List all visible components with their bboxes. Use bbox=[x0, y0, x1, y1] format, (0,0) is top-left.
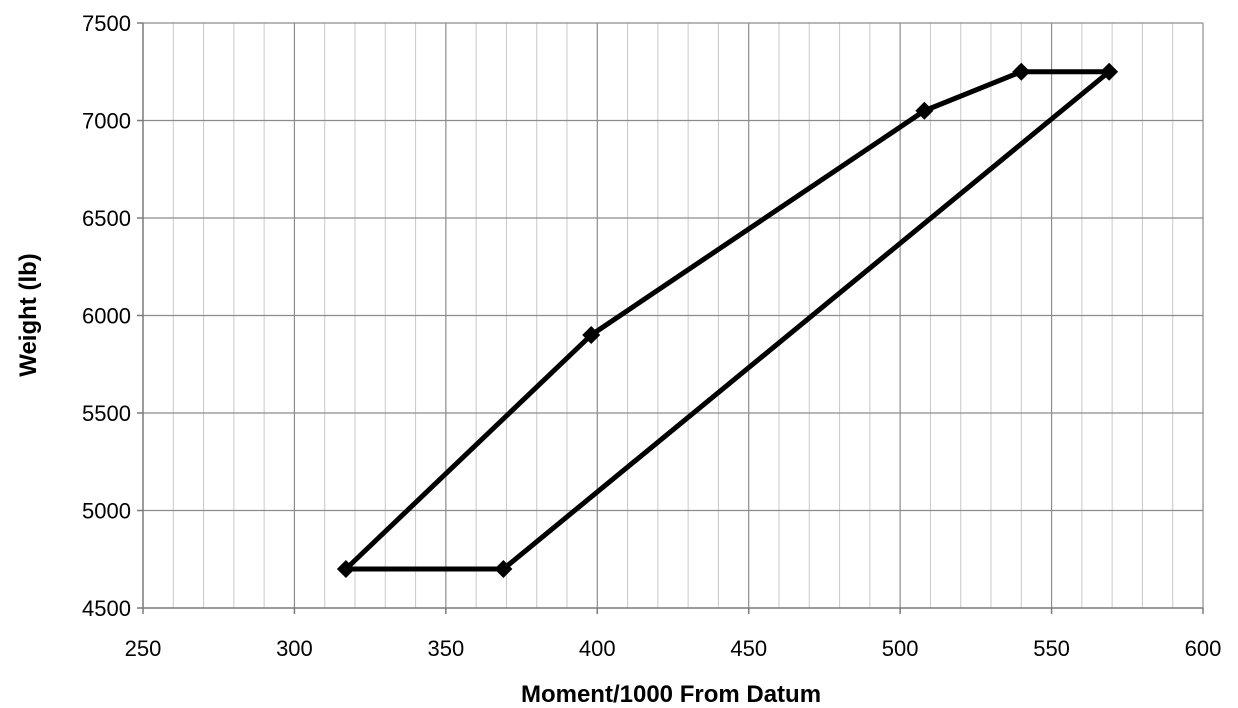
x-tick-labels: 250 300 350 400 450 500 550 600 bbox=[125, 636, 1222, 661]
x-tick-label: 400 bbox=[579, 636, 616, 661]
series-envelope bbox=[336, 62, 1119, 578]
x-tick-label: 250 bbox=[125, 636, 162, 661]
x-tick-label: 600 bbox=[1185, 636, 1222, 661]
x-tick-label: 350 bbox=[427, 636, 464, 661]
major-gridlines bbox=[143, 22, 1204, 608]
data-point-marker bbox=[336, 560, 355, 578]
x-tick-label: 300 bbox=[276, 636, 313, 661]
x-tick-label: 450 bbox=[730, 636, 767, 661]
y-tick-label: 5000 bbox=[82, 499, 131, 524]
y-axis-title: Weight (lb) bbox=[15, 253, 42, 377]
data-point-marker bbox=[915, 101, 934, 120]
y-tick-label: 6500 bbox=[82, 206, 131, 231]
y-tick-labels: 4500 5000 5500 6000 6500 7000 7500 bbox=[82, 11, 131, 621]
data-point-marker bbox=[1012, 62, 1031, 81]
x-tick-label: 500 bbox=[882, 636, 919, 661]
series-line bbox=[343, 69, 1112, 572]
data-point-marker bbox=[582, 326, 601, 344]
axes bbox=[137, 22, 1204, 614]
x-axis-title: Moment/1000 From Datum bbox=[521, 681, 821, 708]
y-tick-label: 7000 bbox=[82, 109, 131, 134]
y-tick-label: 7500 bbox=[82, 11, 131, 36]
y-tick-label: 6000 bbox=[82, 304, 131, 329]
data-point-marker bbox=[1100, 62, 1119, 81]
x-tick-label: 550 bbox=[1033, 636, 1070, 661]
y-tick-label: 4500 bbox=[82, 596, 131, 621]
y-tick-label: 5500 bbox=[82, 401, 131, 426]
data-point-marker bbox=[494, 560, 513, 578]
